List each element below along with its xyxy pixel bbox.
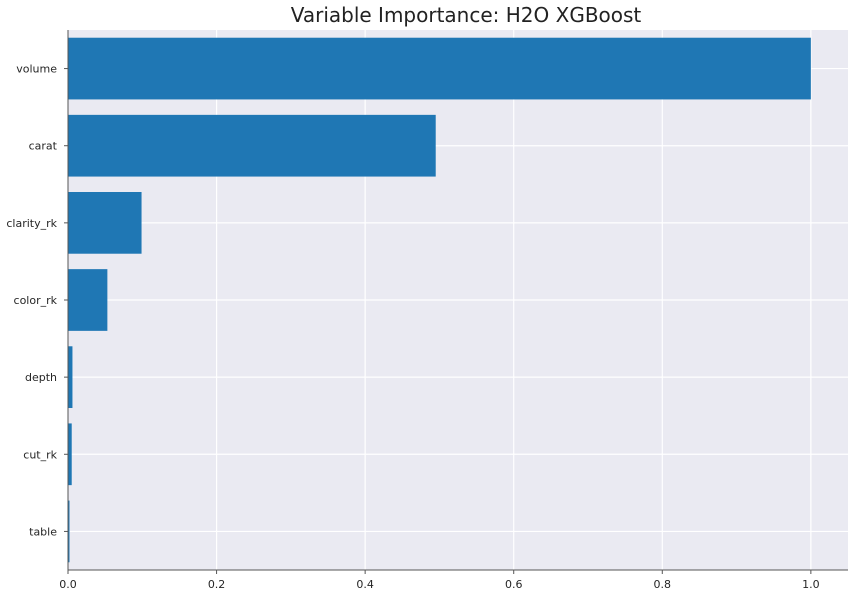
x-tick-label: 0.4: [356, 578, 374, 591]
bar-cut_rk: [68, 423, 72, 486]
x-tick-label: 0.2: [208, 578, 226, 591]
tick-labels: 0.0 0.2 0.4 0.6 0.8 1.0 volume carat clarity_rkc…: [6, 63, 819, 591]
x-tick-label: 0.8: [654, 578, 672, 591]
bar-table: [68, 500, 70, 563]
y-tick-label: carat: [29, 140, 58, 153]
y-tick-label: depth: [25, 371, 57, 384]
grid-lines: [68, 30, 848, 570]
bars: [68, 37, 811, 563]
bar-clarity_rk: [68, 192, 142, 254]
axes: [64, 30, 848, 574]
y-tick-label: color_rk: [14, 294, 58, 307]
bar-depth: [68, 346, 73, 408]
y-tick-label: volume: [16, 63, 57, 76]
bar-carat: [68, 114, 436, 177]
x-tick-label: 1.0: [802, 578, 820, 591]
bar-volume: [68, 37, 811, 100]
x-tick-label: 0.0: [59, 578, 77, 591]
bar-color_rk: [68, 269, 108, 331]
x-tick-label: 0.6: [505, 578, 523, 591]
y-tick-label: cut_rk: [23, 448, 57, 461]
chart-title: Variable Importance: H2O XGBoost: [291, 3, 642, 27]
y-tick-label: table: [29, 525, 57, 538]
y-tick-label: clarity_rk: [6, 217, 57, 230]
